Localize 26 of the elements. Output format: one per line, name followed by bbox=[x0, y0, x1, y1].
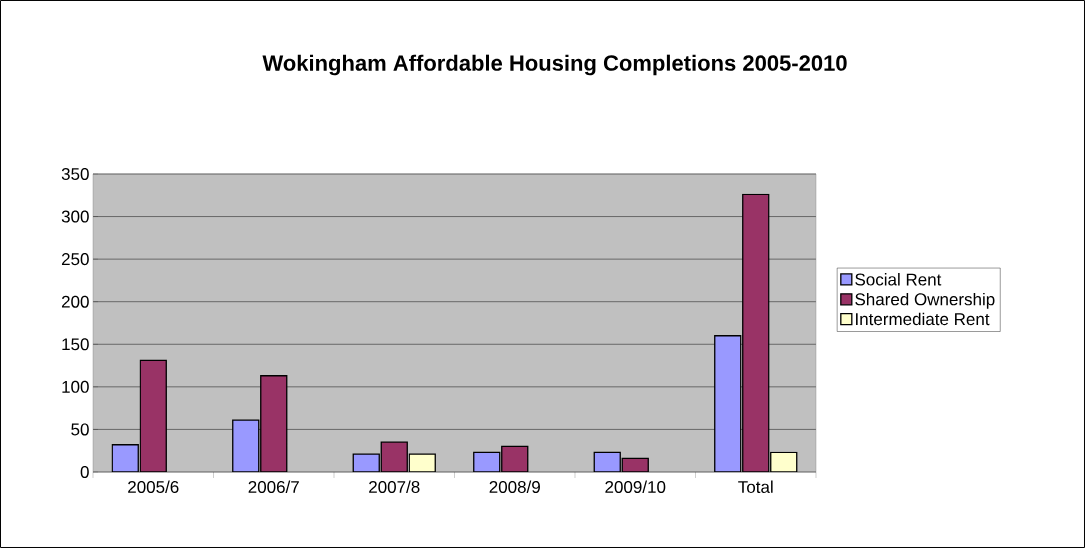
y-tick-label: 150 bbox=[62, 338, 89, 351]
chart-title: Wokingham Affordable Housing Completions 2005-2010 bbox=[262, 54, 847, 76]
x-tick-label: 2006/7 bbox=[248, 480, 299, 494]
legend-label: Shared Ownership bbox=[855, 292, 995, 309]
bar bbox=[111, 444, 139, 472]
legend-label: Social Rent bbox=[855, 273, 942, 286]
bar bbox=[501, 445, 529, 472]
y-tick-label: 50 bbox=[71, 423, 89, 436]
x-tick-label: 2008/9 bbox=[489, 480, 540, 494]
y-tick-label: 100 bbox=[62, 380, 89, 393]
bar bbox=[139, 359, 167, 472]
x-tick-label: 2009/10 bbox=[605, 480, 666, 494]
y-tick-label: 250 bbox=[61, 253, 89, 266]
bar bbox=[742, 193, 770, 472]
x-tick-label: Total bbox=[738, 480, 773, 494]
x-tick-label: 2007/8 bbox=[369, 480, 420, 494]
x-tick-label: 2005/6 bbox=[128, 480, 179, 494]
bar bbox=[232, 419, 260, 472]
y-tick-label: 200 bbox=[61, 295, 89, 308]
legend-label: Intermediate Rent bbox=[856, 312, 990, 326]
y-tick-label: 350 bbox=[61, 167, 89, 181]
y-tick-label: 300 bbox=[61, 210, 89, 223]
y-tick-label: 0 bbox=[80, 465, 89, 479]
bar bbox=[380, 441, 408, 472]
bar bbox=[260, 375, 288, 472]
bar bbox=[714, 335, 742, 472]
